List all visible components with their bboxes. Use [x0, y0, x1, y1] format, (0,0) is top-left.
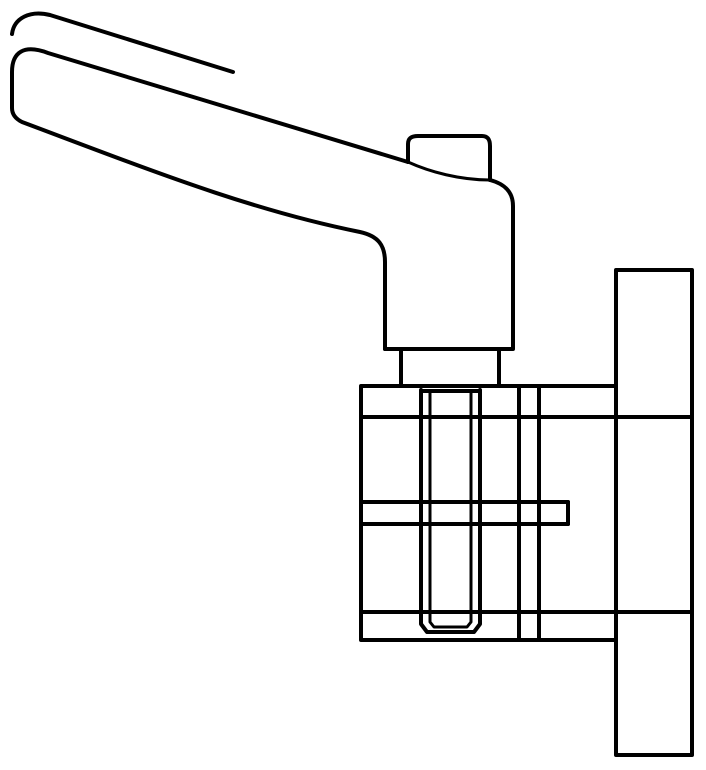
mounting-block	[359, 384, 694, 642]
bolt-outer	[419, 388, 482, 634]
lever-handle-body	[10, 47, 410, 351]
flange	[614, 268, 694, 757]
flange-outline	[614, 268, 694, 757]
hub-body	[383, 178, 515, 351]
lever-hub	[383, 134, 515, 388]
hub-cap	[406, 134, 492, 182]
lever-handle-top-edge	[10, 11, 235, 74]
lever-handle	[10, 11, 410, 351]
clamp-bolt	[419, 388, 482, 634]
hub-cap-curve	[406, 160, 492, 182]
block-outline	[359, 384, 618, 642]
hub-collar	[399, 347, 501, 388]
bolt-inner	[428, 390, 473, 629]
